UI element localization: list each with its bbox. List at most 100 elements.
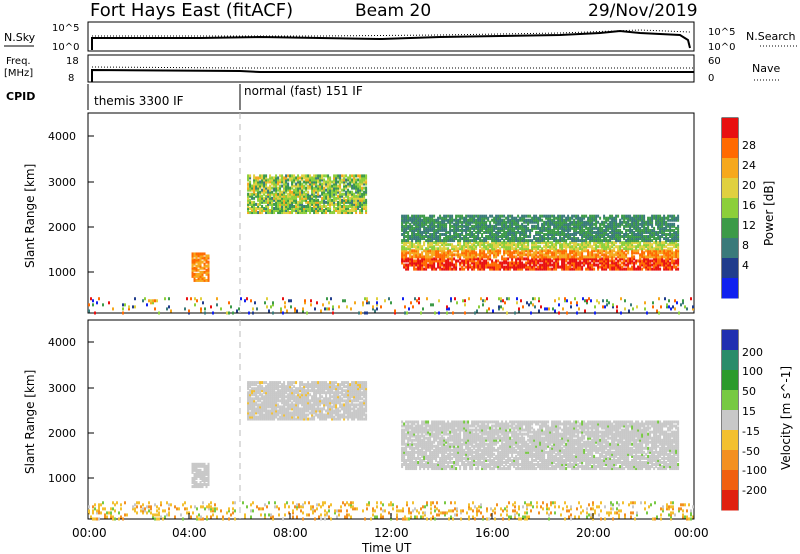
scatter-cell <box>559 226 562 230</box>
scatter-cell <box>587 251 590 255</box>
scatter-cell <box>557 255 560 259</box>
scatter-cell <box>253 399 256 403</box>
scatter-cell <box>267 391 270 395</box>
scatter-cell <box>513 226 516 230</box>
scatter-cell <box>595 232 598 236</box>
scatter-cell <box>329 202 332 206</box>
scatter-cell <box>601 232 604 236</box>
scatter-cell <box>271 395 274 399</box>
scatter-cell <box>535 214 538 218</box>
scatter-cell <box>525 241 528 245</box>
scatter-cell <box>319 206 322 210</box>
scatter-cell <box>467 255 470 259</box>
scatter-cell <box>431 218 434 222</box>
scatter-cell <box>359 174 362 178</box>
scatter-cell <box>259 387 262 391</box>
scatter-cell <box>573 245 576 249</box>
scatter-cell <box>421 218 424 222</box>
scatter-cell <box>547 239 550 243</box>
scatter-cell <box>601 249 604 253</box>
scatter-cell <box>525 267 528 271</box>
scatter-cell <box>451 216 454 220</box>
scatter-cell <box>317 194 320 198</box>
scatter-cell <box>613 235 616 239</box>
scatter-cell <box>339 184 342 188</box>
scatter-cell <box>475 220 478 224</box>
scatter-cell <box>479 265 482 269</box>
scatter-cell <box>601 257 604 261</box>
scatter-cell <box>579 257 582 261</box>
scatter-cell <box>423 261 426 265</box>
scatter-cell <box>269 200 272 204</box>
scatter-cell <box>463 237 466 241</box>
scatter-cell <box>615 241 618 245</box>
scatter-cell <box>445 239 448 243</box>
scatter-cell <box>303 393 306 397</box>
scatter-cell <box>481 228 484 232</box>
scatter-cell <box>272 311 274 315</box>
scatter-cell <box>315 209 318 213</box>
scatter-cell <box>489 245 492 249</box>
scatter-cell <box>607 216 610 220</box>
scatter-cell <box>581 257 584 261</box>
scatter-cell <box>365 188 368 192</box>
scatter-cell <box>677 239 680 243</box>
scatter-cell <box>409 259 412 263</box>
scatter-cell <box>643 220 646 224</box>
scatter-cell <box>675 245 678 249</box>
scatter-cell <box>655 237 658 241</box>
scatter-cell <box>309 411 312 415</box>
scatter-cell <box>281 190 284 194</box>
scatter-cell <box>333 196 336 200</box>
scatter-cell <box>347 196 350 200</box>
scatter-cell <box>317 174 320 178</box>
scatter-cell <box>409 237 412 241</box>
scatter-cell <box>667 251 670 255</box>
scatter-cell <box>283 198 286 202</box>
scatter-cell <box>469 226 472 230</box>
scatter-cell <box>401 251 404 255</box>
scatter-cell <box>475 226 478 230</box>
scatter-cell <box>287 383 290 387</box>
scatter-cell <box>253 389 256 393</box>
scatter-cell <box>283 381 286 385</box>
scatter-cell <box>631 241 634 245</box>
scatter-cell <box>581 222 584 226</box>
scatter-cell <box>307 196 310 200</box>
scatter-cell <box>265 385 268 389</box>
scatter-cell <box>515 247 518 251</box>
scatter-cell <box>405 239 408 243</box>
scatter-cell <box>485 263 488 267</box>
scatter-cell <box>667 247 670 251</box>
scatter-cell <box>589 218 592 222</box>
scatter-cell <box>595 249 598 253</box>
scatter-cell <box>305 204 308 208</box>
scatter-cell <box>487 245 490 249</box>
scatter-cell <box>493 265 496 269</box>
scatter-cell <box>190 297 192 301</box>
scatter-cell <box>527 226 530 230</box>
scatter-cell <box>657 261 660 265</box>
scatter-cell <box>299 413 302 417</box>
scatter-cell <box>507 249 510 253</box>
scatter-cell <box>461 226 464 230</box>
scatter-cell <box>297 200 300 204</box>
scatter-cell <box>565 259 568 263</box>
scatter-cell <box>401 232 404 236</box>
scatter-cell <box>311 209 314 213</box>
scatter-cell <box>629 257 632 261</box>
scatter-cell <box>411 216 414 220</box>
scatter-cell <box>513 216 516 220</box>
scatter-cell <box>637 237 640 241</box>
power-cb-tick-4: 4 <box>742 259 749 272</box>
scatter-cell <box>285 188 288 192</box>
scatter-cell <box>251 211 254 215</box>
scatter-cell <box>407 232 410 236</box>
scatter-cell <box>469 255 472 259</box>
scatter-cell <box>249 184 252 188</box>
scatter-cell <box>459 263 462 267</box>
scatter-cell <box>253 186 256 190</box>
scatter-cell <box>295 409 298 413</box>
scatter-cell <box>266 305 268 309</box>
scatter-cell <box>431 251 434 255</box>
